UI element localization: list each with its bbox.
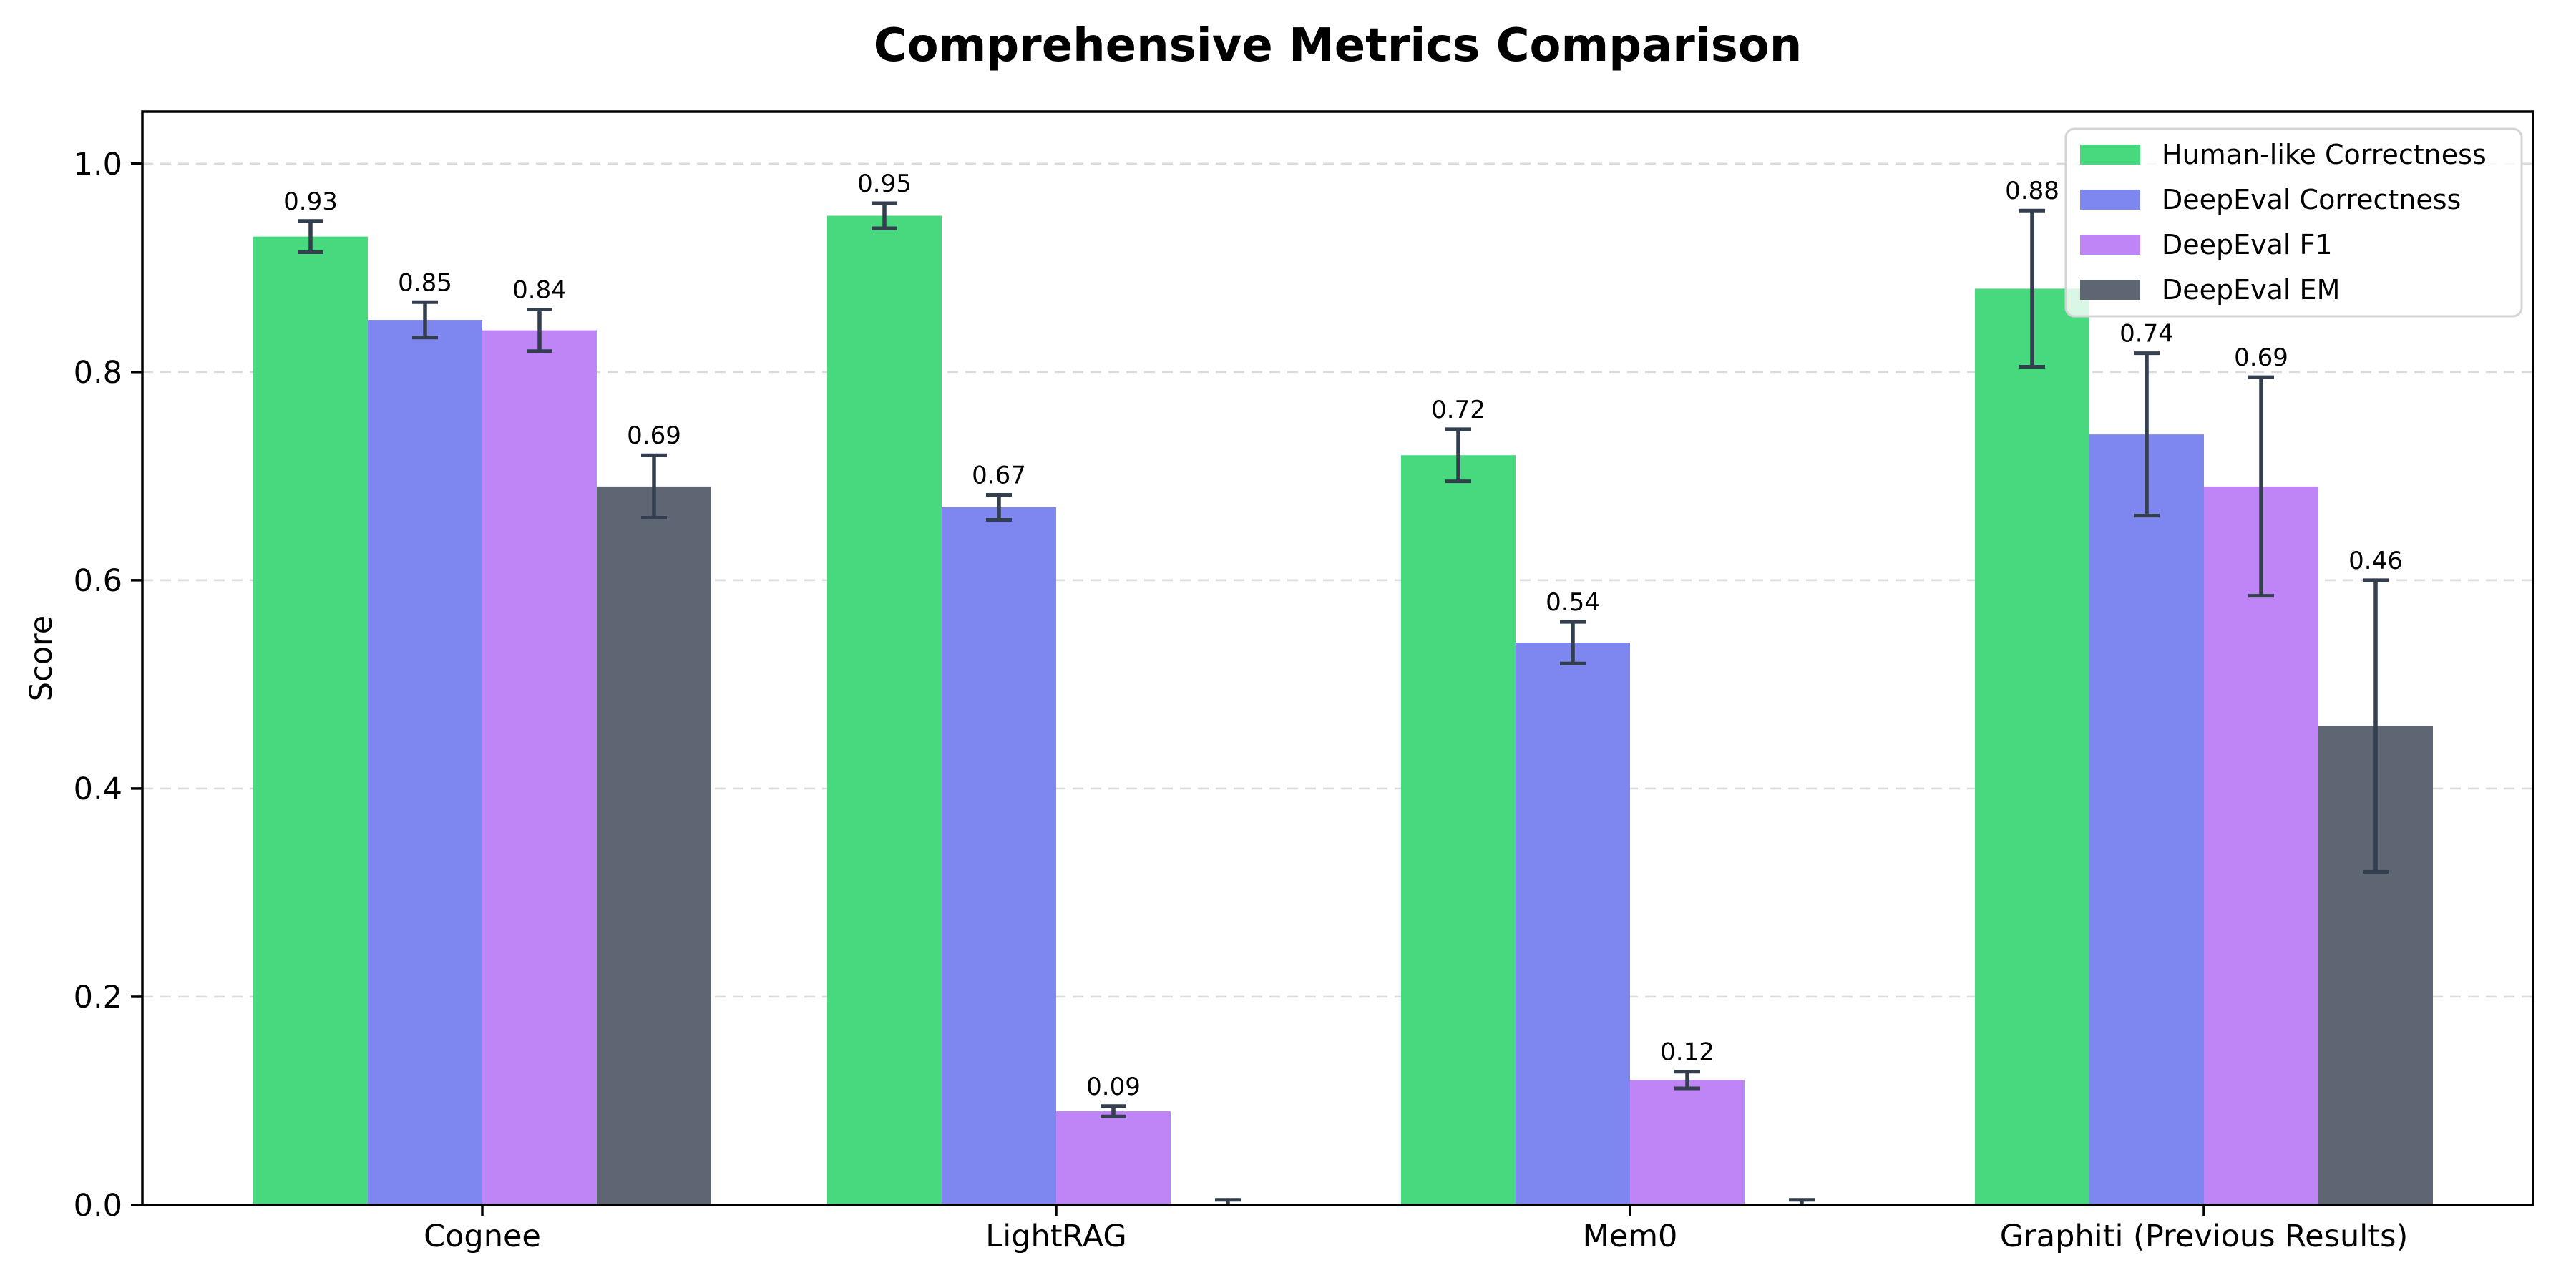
bar-2-0 [482,330,597,1206]
bar-2-2 [1630,1080,1745,1205]
value-label-2-0: 0.84 [512,275,567,304]
bar-2-3 [2204,486,2318,1205]
y-tick-label-0.0: 0.0 [74,1188,122,1224]
value-label-0-3: 0.88 [2005,177,2059,205]
value-label-2-2: 0.12 [1660,1038,1714,1067]
y-tick-label-0.6: 0.6 [74,563,122,599]
bar-0-0 [253,236,368,1206]
value-label-2-1: 0.09 [1086,1073,1141,1101]
legend: Human-like Correctness DeepEval Correctne… [2064,127,2523,318]
value-label-3-0: 0.69 [627,421,681,450]
bar-2-1 [1056,1111,1171,1205]
value-label-0-2: 0.72 [1431,396,1485,424]
y-axis-label: Score [24,615,59,701]
value-label-1-2: 0.54 [1546,588,1600,617]
bar-0-1 [827,215,942,1205]
y-tick-label-1.0: 1.0 [74,147,122,182]
axes-box [141,110,2534,1206]
bar-1-0 [368,320,482,1205]
value-label-3-3: 0.46 [2348,547,2403,575]
legend-label-1: DeepEval Correctness [2162,184,2461,215]
errorbars-layer [298,201,2389,1205]
value-label-0-1: 0.95 [857,170,912,198]
value-label-1-1: 0.67 [972,462,1026,490]
legend-box [2064,127,2523,318]
chart-title: Comprehensive Metrics Comparison [873,19,1802,72]
x-tick-label-1: LightRAG [985,1219,1126,1254]
x-tick-label-0: Cognee [424,1219,541,1254]
value-labels-layer: 0.93 0.95 0.72 0.88 0.85 0.67 0.54 0.74 0.84 0.09… [283,170,2403,1101]
bars-layer [253,215,2433,1206]
legend-swatch-2 [2080,235,2140,255]
legend-swatch-1 [2080,190,2140,210]
legend-label-2: DeepEval F1 [2162,229,2333,260]
legend-swatch-3 [2080,280,2140,300]
value-label-1-3: 0.74 [2119,320,2174,348]
y-tick-label-0.8: 0.8 [74,355,122,391]
legend-label-0: Human-like Correctness [2162,139,2487,170]
bar-0-3 [1975,288,2089,1205]
bar-3-0 [597,486,711,1205]
value-label-1-0: 0.85 [398,268,452,297]
bar-1-1 [942,507,1056,1205]
legend-label-3: DeepEval EM [2162,274,2340,306]
y-tick-label-0.2: 0.2 [74,980,122,1015]
value-label-2-3: 0.69 [2234,343,2288,372]
bar-0-2 [1401,455,1516,1206]
legend-swatch-0 [2080,145,2140,165]
x-tick-label-2: Mem0 [1583,1219,1678,1254]
y-tick-label-0.4: 0.4 [74,771,122,807]
value-label-0-0: 0.93 [283,187,338,216]
bar-1-3 [2089,434,2204,1205]
x-tick-label-3: Graphiti (Previous Results) [2000,1219,2409,1254]
bar-1-2 [1516,643,1630,1205]
